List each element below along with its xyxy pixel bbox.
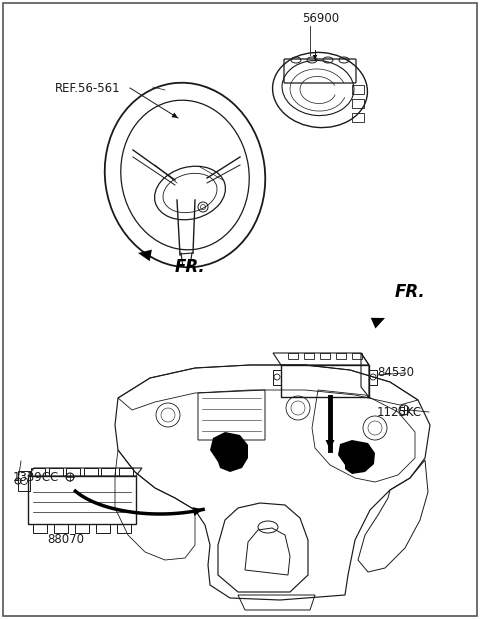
Polygon shape (138, 249, 152, 261)
Bar (18, 471, 30, 491)
Bar (96, 524, 110, 533)
Polygon shape (171, 113, 178, 118)
Bar (54, 524, 68, 533)
Bar (117, 524, 131, 533)
Bar (369, 370, 377, 385)
Bar (84, 468, 98, 476)
Bar (304, 353, 314, 359)
Text: 88070: 88070 (47, 533, 84, 546)
Polygon shape (192, 507, 203, 516)
Bar (48, 468, 62, 476)
Text: REF.56-561: REF.56-561 (55, 82, 120, 95)
Polygon shape (210, 432, 248, 472)
Polygon shape (325, 440, 335, 450)
Polygon shape (313, 55, 317, 60)
Bar (33, 524, 47, 533)
Bar (320, 353, 330, 359)
Bar (101, 468, 115, 476)
Bar (119, 468, 133, 476)
Bar (336, 353, 346, 359)
Text: FR.: FR. (175, 258, 206, 276)
Bar (75, 524, 89, 533)
Text: 1339CC: 1339CC (13, 470, 59, 483)
Text: 84530: 84530 (377, 365, 414, 378)
Text: 56900: 56900 (302, 12, 339, 25)
Polygon shape (371, 318, 385, 329)
Polygon shape (338, 440, 375, 474)
Bar (66, 468, 80, 476)
Bar (352, 353, 362, 359)
Bar (352, 99, 364, 108)
Text: FR.: FR. (395, 283, 426, 301)
Text: 1125KC: 1125KC (377, 405, 422, 418)
Bar (352, 85, 364, 94)
Bar (352, 113, 364, 122)
Bar (288, 353, 298, 359)
Bar (31, 468, 45, 476)
Bar (273, 370, 281, 385)
